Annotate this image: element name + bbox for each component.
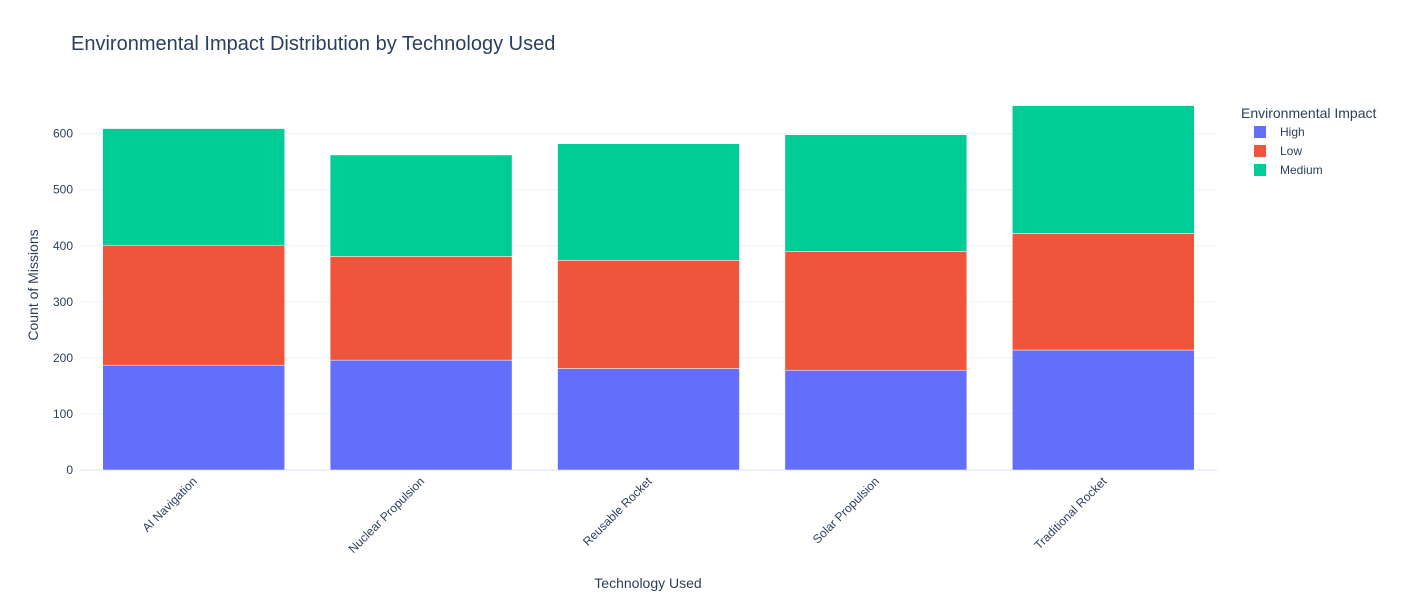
- bar-high-nuclear-propulsion[interactable]: [329, 359, 513, 471]
- bar-high-solar-propulsion[interactable]: [784, 369, 968, 471]
- legend-swatch-low[interactable]: [1254, 145, 1266, 157]
- bar-low-solar-propulsion[interactable]: [784, 251, 968, 371]
- legend-title: Environmental Impact: [1241, 105, 1377, 121]
- legend-label-high[interactable]: High: [1280, 125, 1305, 139]
- legend: Environmental Impact High Low Medium: [1241, 105, 1377, 177]
- bar-low-traditional-rocket[interactable]: [1012, 233, 1195, 351]
- legend-items: High Low Medium: [1254, 125, 1323, 177]
- chart-title: Environmental Impact Distribution by Tec…: [71, 33, 555, 55]
- y-tick-label: 200: [53, 351, 73, 365]
- x-tick-label: Reusable Rocket: [580, 474, 655, 549]
- legend-swatch-medium[interactable]: [1254, 164, 1266, 176]
- bar-high-traditional-rocket[interactable]: [1012, 349, 1195, 471]
- y-axis-ticks: 0 100 200 300 400 500 600: [53, 127, 73, 477]
- x-axis-title: Technology Used: [594, 575, 701, 591]
- x-axis-ticks: AI Navigation Nuclear Propulsion Reusable …: [139, 474, 1109, 556]
- x-tick-label: Nuclear Propulsion: [346, 474, 428, 556]
- bar-medium-traditional-rocket[interactable]: [1012, 105, 1195, 234]
- x-tick-label: Solar Propulsion: [810, 474, 882, 546]
- bar-medium-nuclear-propulsion[interactable]: [329, 154, 513, 257]
- bar-low-ai-navigation[interactable]: [102, 244, 285, 366]
- bars-layer: [102, 105, 1195, 471]
- x-tick-label: Traditional Rocket: [1031, 474, 1109, 552]
- y-tick-label: 500: [53, 183, 73, 197]
- x-tick-label: AI Navigation: [139, 474, 199, 534]
- y-tick-label: 600: [53, 127, 73, 141]
- bar-high-ai-navigation[interactable]: [102, 364, 285, 471]
- bar-medium-solar-propulsion[interactable]: [784, 134, 968, 252]
- y-tick-label: 300: [53, 295, 73, 309]
- y-tick-label: 100: [53, 407, 73, 421]
- legend-swatch-high[interactable]: [1254, 126, 1266, 138]
- y-axis-title: Count of Missions: [25, 229, 41, 340]
- bar-medium-reusable-rocket[interactable]: [557, 143, 740, 261]
- y-tick-label: 0: [66, 463, 73, 477]
- bar-low-reusable-rocket[interactable]: [557, 260, 740, 369]
- y-tick-label: 400: [53, 239, 73, 253]
- bar-low-nuclear-propulsion[interactable]: [329, 256, 513, 361]
- legend-label-low[interactable]: Low: [1280, 144, 1302, 158]
- legend-label-medium[interactable]: Medium: [1280, 163, 1323, 177]
- bar-medium-ai-navigation[interactable]: [102, 128, 285, 246]
- bar-high-reusable-rocket[interactable]: [557, 368, 740, 471]
